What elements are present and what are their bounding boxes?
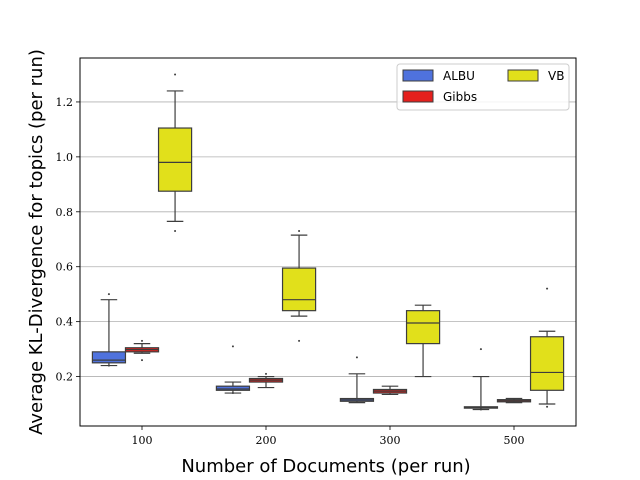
box-albu-100 bbox=[91, 293, 127, 367]
outlier-point bbox=[513, 400, 515, 403]
outlier-point bbox=[298, 230, 301, 233]
outlier-point bbox=[107, 293, 110, 296]
outlier-point bbox=[479, 408, 482, 411]
legend-label-albu: ALBU bbox=[443, 69, 475, 83]
y-tick-label: 0.6 bbox=[56, 261, 74, 274]
x-tick-label: 300 bbox=[380, 434, 401, 447]
box-vb-500 bbox=[529, 287, 565, 408]
iqr-box bbox=[215, 385, 251, 391]
outlier-point bbox=[231, 392, 234, 395]
x-tick-label: 100 bbox=[132, 434, 153, 447]
outlier-point bbox=[546, 287, 549, 290]
y-tick-label: 1.0 bbox=[56, 151, 74, 164]
outlier-point bbox=[107, 364, 110, 367]
box-gibbs-100 bbox=[124, 339, 160, 362]
box-gibbs-300 bbox=[372, 385, 408, 396]
y-axis-ticks: 0.2 0.4 0.6 0.8 1.0 1.2 bbox=[56, 96, 80, 384]
outlier-point bbox=[174, 230, 177, 233]
outlier-point bbox=[265, 372, 267, 375]
plot-frame bbox=[79, 57, 577, 427]
iqr-box bbox=[405, 310, 441, 345]
iqr-box bbox=[157, 127, 193, 192]
box-gibbs-500 bbox=[496, 397, 532, 404]
outlier-point bbox=[141, 359, 143, 362]
y-tick-label: 1.2 bbox=[56, 96, 74, 109]
y-tick-label: 0.2 bbox=[56, 371, 74, 384]
box-albu-500 bbox=[463, 348, 499, 411]
outlier-point bbox=[546, 405, 549, 408]
box-gibbs-200 bbox=[248, 372, 284, 389]
box-vb-100 bbox=[157, 73, 193, 233]
box-vb-200 bbox=[281, 230, 317, 342]
outlier-point bbox=[298, 339, 301, 342]
legend-swatch-vb bbox=[507, 69, 539, 82]
y-axis-label: Average KL-Divergence for topics (per ru… bbox=[26, 49, 47, 435]
legend-swatch-gibbs bbox=[402, 90, 434, 103]
boxes bbox=[91, 73, 565, 411]
legend: ALBU Gibbs VB bbox=[396, 63, 570, 111]
y-tick-label: 0.4 bbox=[56, 316, 74, 329]
box-albu-200 bbox=[215, 345, 251, 395]
outlier-point bbox=[355, 356, 358, 359]
box-vb-300 bbox=[405, 304, 441, 378]
iqr-box bbox=[281, 267, 317, 312]
legend-swatch-albu bbox=[402, 69, 434, 82]
box-albu-300 bbox=[339, 356, 375, 404]
x-axis-ticks: 100 200 300 500 bbox=[132, 426, 525, 447]
x-tick-label: 500 bbox=[504, 434, 525, 447]
legend-label-gibbs: Gibbs bbox=[443, 90, 477, 104]
y-tick-label: 0.8 bbox=[56, 206, 74, 219]
x-axis-label: Number of Documents (per run) bbox=[181, 456, 470, 477]
x-tick-label: 200 bbox=[256, 434, 277, 447]
legend-label-vb: VB bbox=[548, 69, 564, 83]
outlier-point bbox=[231, 345, 234, 348]
iqr-box bbox=[529, 336, 565, 391]
iqr-box bbox=[91, 351, 127, 364]
outlier-point bbox=[174, 73, 177, 76]
outlier-point bbox=[479, 348, 482, 351]
outlier-point bbox=[141, 339, 143, 342]
